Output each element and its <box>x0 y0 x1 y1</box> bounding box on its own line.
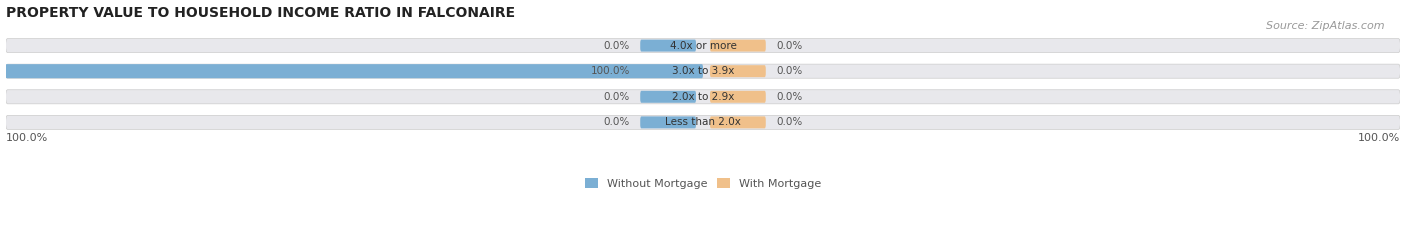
Text: Less than 2.0x: Less than 2.0x <box>665 117 741 127</box>
FancyBboxPatch shape <box>6 115 1400 129</box>
Text: PROPERTY VALUE TO HOUSEHOLD INCOME RATIO IN FALCONAIRE: PROPERTY VALUE TO HOUSEHOLD INCOME RATIO… <box>6 6 515 20</box>
Text: 4.0x or more: 4.0x or more <box>669 40 737 51</box>
Text: 0.0%: 0.0% <box>603 92 630 102</box>
Text: 0.0%: 0.0% <box>776 40 803 51</box>
FancyBboxPatch shape <box>710 116 766 128</box>
FancyBboxPatch shape <box>640 91 696 103</box>
FancyBboxPatch shape <box>710 65 766 77</box>
Text: 100.0%: 100.0% <box>1358 133 1400 143</box>
FancyBboxPatch shape <box>640 116 696 128</box>
Text: Source: ZipAtlas.com: Source: ZipAtlas.com <box>1267 21 1385 31</box>
FancyBboxPatch shape <box>640 65 696 77</box>
FancyBboxPatch shape <box>640 40 696 51</box>
Text: 0.0%: 0.0% <box>776 117 803 127</box>
Text: 0.0%: 0.0% <box>603 117 630 127</box>
Text: 100.0%: 100.0% <box>6 133 48 143</box>
FancyBboxPatch shape <box>710 91 766 103</box>
Text: 0.0%: 0.0% <box>776 66 803 76</box>
Text: 2.0x to 2.9x: 2.0x to 2.9x <box>672 92 734 102</box>
Text: 0.0%: 0.0% <box>776 92 803 102</box>
FancyBboxPatch shape <box>710 40 766 51</box>
FancyBboxPatch shape <box>6 39 1400 53</box>
Text: 100.0%: 100.0% <box>591 66 630 76</box>
Text: 0.0%: 0.0% <box>603 40 630 51</box>
FancyBboxPatch shape <box>6 64 703 78</box>
FancyBboxPatch shape <box>6 90 1400 104</box>
Text: 3.0x to 3.9x: 3.0x to 3.9x <box>672 66 734 76</box>
Legend: Without Mortgage, With Mortgage: Without Mortgage, With Mortgage <box>581 174 825 193</box>
FancyBboxPatch shape <box>6 64 1400 78</box>
